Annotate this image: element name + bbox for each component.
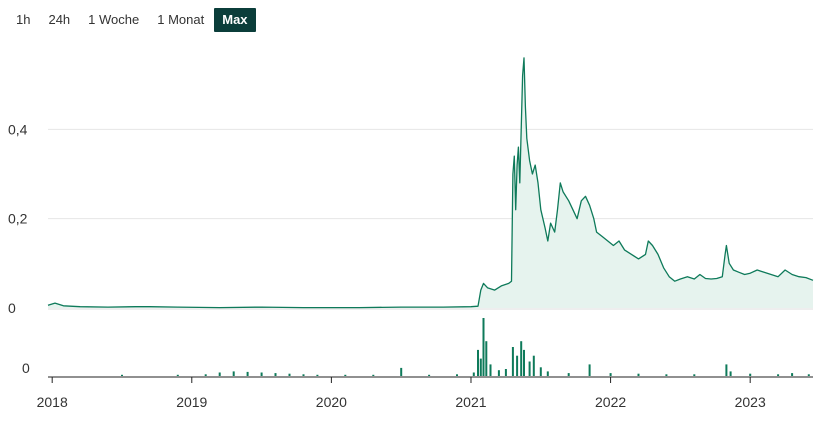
range-tab-24h[interactable]: 24h	[48, 12, 71, 27]
range-tabs: 1h 24h 1 Woche 1 Monat Max	[8, 8, 256, 32]
volume-bar	[482, 318, 485, 376]
volume-bar	[777, 374, 780, 376]
volume-bar	[472, 372, 475, 376]
volume-bar	[665, 374, 668, 376]
volume-layer	[121, 318, 810, 376]
volume-bar	[489, 364, 492, 376]
range-tab-max[interactable]: Max	[214, 8, 256, 32]
volume-bar	[302, 374, 305, 376]
volume-bar	[516, 355, 519, 376]
volume-bar	[288, 373, 291, 376]
range-tab-1-monat[interactable]: 1 Monat	[157, 12, 205, 27]
volume-bar	[274, 373, 277, 376]
volume-bar	[260, 372, 263, 376]
volume-bar	[546, 371, 549, 376]
volume-bar	[218, 372, 221, 376]
price-layer	[47, 57, 814, 309]
x-tick-label: 2023	[735, 394, 766, 410]
volume-bar	[497, 370, 500, 376]
volume-bar	[232, 371, 235, 376]
volume-bar	[477, 349, 479, 376]
volume-bar	[372, 374, 375, 376]
volume-bar	[511, 347, 514, 376]
volume-bar	[693, 374, 696, 376]
volume-bar	[520, 341, 523, 376]
volume-bar	[176, 374, 179, 376]
volume-bar	[725, 364, 728, 376]
volume-bar	[316, 374, 319, 376]
volume-bar	[204, 374, 207, 376]
volume-bar	[504, 369, 507, 376]
price-series-line	[47, 57, 814, 309]
y-tick-label: 0,4	[8, 121, 28, 137]
volume-bar	[637, 373, 640, 376]
volume-bar	[539, 367, 542, 376]
volume-bar	[528, 361, 531, 376]
y-tick-label: 0	[8, 300, 16, 316]
volume-bar	[485, 341, 488, 376]
volume-y-tick-label: 0	[22, 360, 30, 376]
range-tab-1-woche[interactable]: 1 Woche	[88, 12, 140, 27]
grid-layer	[48, 128, 813, 310]
volume-bar	[479, 358, 482, 376]
volume-bar	[456, 374, 458, 376]
axis-layer: 0 0,2 0,4 0 2018 2019 2020 2021 2022 2023	[8, 121, 813, 410]
volume-bar	[400, 367, 403, 376]
x-tick-label: 2019	[176, 394, 207, 410]
volume-bar	[749, 373, 752, 376]
x-tick-label: 2022	[595, 394, 626, 410]
volume-bar	[791, 373, 794, 376]
price-area	[48, 57, 813, 309]
volume-bar	[567, 373, 570, 376]
x-tick-label: 2020	[316, 394, 347, 410]
volume-bar	[523, 349, 525, 376]
y-tick-label: 0,2	[8, 211, 28, 227]
volume-bar	[532, 355, 535, 376]
volume-bar	[344, 374, 347, 376]
volume-bar	[729, 371, 732, 376]
volume-bar	[807, 374, 810, 376]
volume-bar	[428, 374, 431, 376]
x-tick-label: 2021	[455, 394, 486, 410]
volume-bar	[246, 371, 249, 376]
x-tick-label: 2018	[37, 394, 68, 410]
volume-bar	[121, 374, 123, 376]
range-tab-1h[interactable]: 1h	[16, 12, 31, 27]
volume-bar	[588, 364, 591, 376]
volume-bar	[609, 373, 612, 376]
